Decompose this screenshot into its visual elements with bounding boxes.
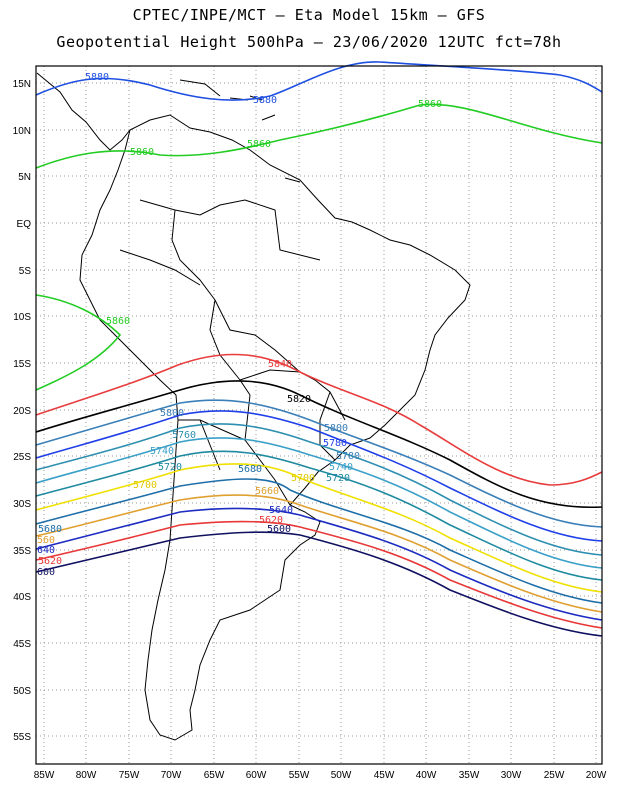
contour-5700 <box>35 463 603 593</box>
lat-tick-label: 5N <box>18 172 31 183</box>
contour-5600 <box>35 531 603 637</box>
lat-tick-label: 25S <box>13 452 31 463</box>
map-frame <box>35 65 603 765</box>
contour-5780 <box>35 410 603 542</box>
contour-label-5660: 560 <box>37 535 55 546</box>
south-america-coast <box>79 114 471 741</box>
contour-lines <box>35 61 603 637</box>
contour-label-5860: 5860 <box>130 147 154 158</box>
country-borders <box>119 199 346 506</box>
contour-5680 <box>35 478 603 604</box>
contour-label-5800: 5800 <box>160 408 184 419</box>
contour-label-5800: 5800 <box>324 423 348 434</box>
contour-label-5680: 5680 <box>38 524 62 535</box>
contour-5880 <box>35 61 603 101</box>
caribbean-islands <box>179 79 301 183</box>
central-america-coast <box>36 72 131 151</box>
lon-tick-label: 65W <box>204 770 225 781</box>
lat-tick-label: 15S <box>13 359 31 370</box>
land-outlines <box>36 72 471 741</box>
contour-label-5860: 5860 <box>418 99 442 110</box>
contour-label-5660: 5660 <box>255 486 279 497</box>
lon-tick-label: 50W <box>331 770 352 781</box>
contour-label-5880: 5880 <box>85 72 109 83</box>
contour-label-5860: 5860 <box>106 316 130 327</box>
lon-tick-label: 20W <box>586 770 607 781</box>
contour-label-5680: 5680 <box>238 464 262 475</box>
latitude-axis: 15N 10N 5N EQ 5S 10S 15S 20S 25S 30S 35S 40S 45S 50S 5… <box>13 79 32 743</box>
contour-5740 <box>35 437 603 569</box>
contour-label-5720: 5720 <box>158 462 182 473</box>
lon-tick-label: 40W <box>416 770 437 781</box>
lat-tick-label: 30S <box>13 499 31 510</box>
contour-label-5780: 5780 <box>336 451 360 462</box>
lon-tick-label: 45W <box>374 770 395 781</box>
longitude-axis: 85W 80W 75W 70W 65W 60W 55W 50W 45W 40W 35W 30W 25W 2… <box>34 770 607 781</box>
contour-5820 <box>35 380 603 509</box>
contour-label-5700: 5700 <box>133 480 157 491</box>
contour-label-5720: 5720 <box>326 473 350 484</box>
contour-label-5760: 5760 <box>172 430 196 441</box>
contour-label-5600: 600 <box>37 567 55 578</box>
contour-label-5780: 5780 <box>323 438 347 449</box>
contour-label-5700: 5700 <box>291 473 315 484</box>
contour-5840 <box>35 353 603 486</box>
contour-5640 <box>35 507 603 621</box>
map-title: CPTEC/INPE/MCT – Eta Model 15km – GFS <box>132 6 486 24</box>
lat-tick-label: 10N <box>13 126 31 137</box>
contour-5800 <box>35 399 603 528</box>
contour-label-5740: 5740 <box>150 446 174 457</box>
map-grid <box>36 66 602 764</box>
contour-label-5740: 5740 <box>329 462 353 473</box>
lat-tick-label: 50S <box>13 686 31 697</box>
contour-label-5640: 5640 <box>269 505 293 516</box>
contour-label-5880: 5880 <box>253 95 277 106</box>
contour-5720 <box>35 450 603 581</box>
lon-tick-label: 30W <box>501 770 522 781</box>
lon-tick-label: 70W <box>161 770 182 781</box>
lat-tick-label: 40S <box>13 592 31 603</box>
contour-5860 <box>35 294 122 391</box>
lon-tick-label: 75W <box>119 770 140 781</box>
lon-tick-label: 80W <box>76 770 97 781</box>
lon-tick-label: 55W <box>289 770 310 781</box>
contour-label-5840: 5840 <box>268 359 292 370</box>
contour-label-5640: 640 <box>37 545 55 556</box>
lat-tick-label: 45S <box>13 639 31 650</box>
contour-label-5860: 5860 <box>247 139 271 150</box>
lat-tick-label: 10S <box>13 312 31 323</box>
contour-labels: 5880 5880 5860 5860 5860 5860 5840 5820 … <box>37 72 442 578</box>
lat-tick-label: 55S <box>13 732 31 743</box>
lon-tick-label: 25W <box>544 770 565 781</box>
contour-5860 <box>35 103 603 169</box>
lon-tick-label: 85W <box>34 770 55 781</box>
lat-tick-label: 5S <box>19 266 32 277</box>
contour-5760 <box>35 423 603 556</box>
lat-tick-label: 15N <box>13 79 31 90</box>
contour-label-5620: 5620 <box>38 556 62 567</box>
contour-5660 <box>35 494 603 613</box>
contour-label-5820: 5820 <box>287 394 311 405</box>
map-subtitle: Geopotential Height 500hPa – 23/06/2020 … <box>56 33 562 51</box>
lat-tick-label: 35S <box>13 546 31 557</box>
lat-tick-label: 20S <box>13 406 31 417</box>
contour-label-5600: 5600 <box>267 524 291 535</box>
contour-5620 <box>35 520 603 629</box>
lat-tick-label: EQ <box>17 219 32 230</box>
lon-tick-label: 60W <box>246 770 267 781</box>
contour-label-5620: 5620 <box>259 515 283 526</box>
lon-tick-label: 35W <box>459 770 480 781</box>
